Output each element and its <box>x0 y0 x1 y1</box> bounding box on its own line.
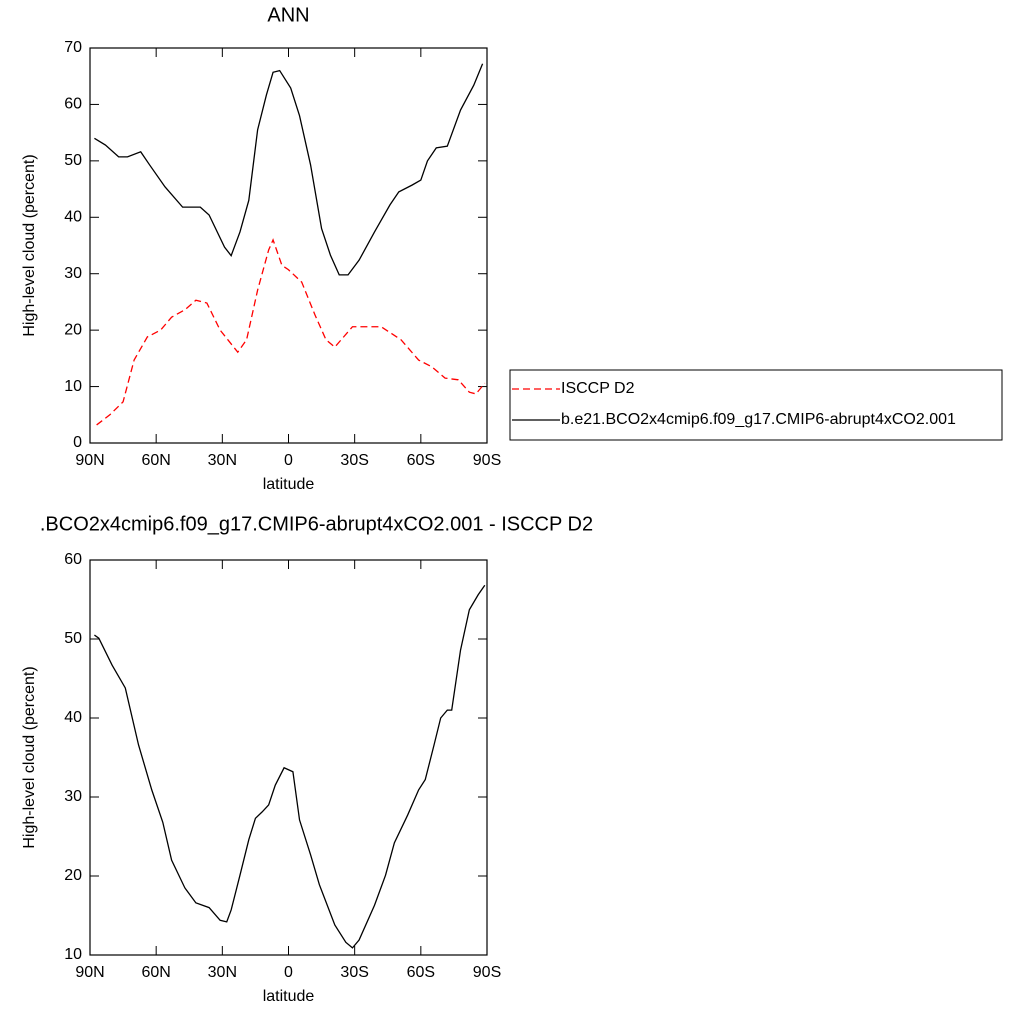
y-tick-label: 20 <box>64 321 82 338</box>
y-tick-label: 60 <box>64 96 82 113</box>
plot-frame <box>89 559 488 956</box>
y-tick-label: 40 <box>64 209 82 226</box>
x-axis-label: latitude <box>263 476 315 493</box>
legend-box <box>509 369 1003 441</box>
data-line <box>96 238 486 426</box>
x-tick-label: 90N <box>75 452 104 469</box>
x-tick-label: 60N <box>141 964 170 981</box>
x-tick-label: 90S <box>473 964 501 981</box>
legend-label: ISCCP D2 <box>561 380 635 397</box>
data-line <box>94 584 486 949</box>
x-tick-label: 30N <box>208 452 237 469</box>
x-tick-label: 30S <box>340 452 368 469</box>
y-tick-label: 70 <box>64 39 82 56</box>
y-tick-label: 60 <box>64 551 82 568</box>
legend-label: b.e21.BCO2x4cmip6.f09_g17.CMIP6-abrupt4x… <box>561 411 956 428</box>
y-tick-label: 50 <box>64 630 82 647</box>
x-tick-label: 30N <box>208 964 237 981</box>
y-axis-label: High-level cloud (percent) <box>21 666 38 848</box>
x-tick-label: 60S <box>407 964 435 981</box>
x-tick-label: 60S <box>407 452 435 469</box>
x-axis-label: latitude <box>263 988 315 1005</box>
plot-frame <box>89 47 488 444</box>
data-line <box>94 63 484 276</box>
x-tick-label: 0 <box>284 452 293 469</box>
y-tick-label: 10 <box>64 378 82 395</box>
y-tick-label: 10 <box>64 946 82 963</box>
x-tick-label: 0 <box>284 964 293 981</box>
y-tick-label: 40 <box>64 709 82 726</box>
y-tick-label: 30 <box>64 265 82 282</box>
y-axis-label: High-level cloud (percent) <box>21 154 38 336</box>
y-tick-label: 50 <box>64 152 82 169</box>
chart-title: ANN <box>267 4 309 26</box>
x-tick-label: 30S <box>340 964 368 981</box>
y-tick-label: 0 <box>73 434 82 451</box>
y-tick-label: 30 <box>64 788 82 805</box>
chart-title: .BCO2x4cmip6.f09_g17.CMIP6-abrupt4xCO2.0… <box>40 513 593 535</box>
x-tick-label: 60N <box>141 452 170 469</box>
x-tick-label: 90N <box>75 964 104 981</box>
y-tick-label: 20 <box>64 867 82 884</box>
x-tick-label: 90S <box>473 452 501 469</box>
